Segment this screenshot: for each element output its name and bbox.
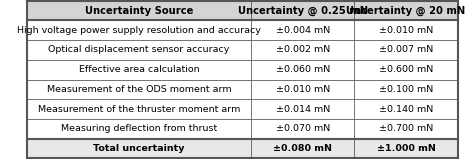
Text: ±0.002 mN: ±0.002 mN bbox=[275, 45, 330, 54]
Text: ±0.600 mN: ±0.600 mN bbox=[379, 65, 433, 74]
Bar bbox=[251, 20, 355, 40]
Text: Measurement of the ODS moment arm: Measurement of the ODS moment arm bbox=[47, 85, 231, 94]
Bar bbox=[251, 99, 355, 119]
Bar bbox=[27, 40, 251, 60]
Text: Uncertainty Source: Uncertainty Source bbox=[85, 6, 193, 16]
Bar bbox=[355, 139, 458, 158]
Bar bbox=[355, 80, 458, 99]
Text: ±0.010 mN: ±0.010 mN bbox=[379, 26, 433, 35]
Bar bbox=[355, 119, 458, 139]
Text: ±0.007 mN: ±0.007 mN bbox=[379, 45, 433, 54]
Bar bbox=[27, 99, 251, 119]
Bar bbox=[27, 119, 251, 139]
Bar bbox=[251, 139, 355, 158]
Bar bbox=[27, 1, 251, 20]
Bar bbox=[27, 20, 251, 40]
Text: Optical displacement sensor accuracy: Optical displacement sensor accuracy bbox=[48, 45, 230, 54]
Bar bbox=[355, 99, 458, 119]
Text: ±0.070 mN: ±0.070 mN bbox=[275, 124, 330, 133]
Bar bbox=[251, 80, 355, 99]
Text: ±0.080 mN: ±0.080 mN bbox=[273, 144, 332, 153]
Bar bbox=[27, 60, 251, 80]
Text: Total uncertainty: Total uncertainty bbox=[93, 144, 185, 153]
Text: Measuring deflection from thrust: Measuring deflection from thrust bbox=[61, 124, 217, 133]
Bar bbox=[251, 60, 355, 80]
Text: ±0.060 mN: ±0.060 mN bbox=[275, 65, 330, 74]
Text: Effective area calculation: Effective area calculation bbox=[79, 65, 200, 74]
Text: ±1.000 mN: ±1.000 mN bbox=[377, 144, 436, 153]
Bar bbox=[355, 20, 458, 40]
Text: ±0.014 mN: ±0.014 mN bbox=[275, 105, 330, 114]
Text: Uncertainty @ 0.25 mN: Uncertainty @ 0.25 mN bbox=[237, 5, 368, 16]
Bar bbox=[355, 40, 458, 60]
Text: High voltage power supply resolution and accuracy: High voltage power supply resolution and… bbox=[17, 26, 261, 35]
Text: Uncertainty @ 20 mN: Uncertainty @ 20 mN bbox=[346, 5, 466, 16]
Bar bbox=[27, 80, 251, 99]
Text: ±0.140 mN: ±0.140 mN bbox=[379, 105, 433, 114]
Bar bbox=[251, 40, 355, 60]
Bar bbox=[251, 119, 355, 139]
Bar bbox=[355, 1, 458, 20]
Bar bbox=[355, 60, 458, 80]
Text: ±0.010 mN: ±0.010 mN bbox=[275, 85, 330, 94]
Bar bbox=[251, 1, 355, 20]
Text: ±0.100 mN: ±0.100 mN bbox=[379, 85, 433, 94]
Text: Measurement of the thruster moment arm: Measurement of the thruster moment arm bbox=[38, 105, 240, 114]
Text: ±0.700 mN: ±0.700 mN bbox=[379, 124, 433, 133]
Bar bbox=[27, 139, 251, 158]
Text: ±0.004 mN: ±0.004 mN bbox=[275, 26, 330, 35]
